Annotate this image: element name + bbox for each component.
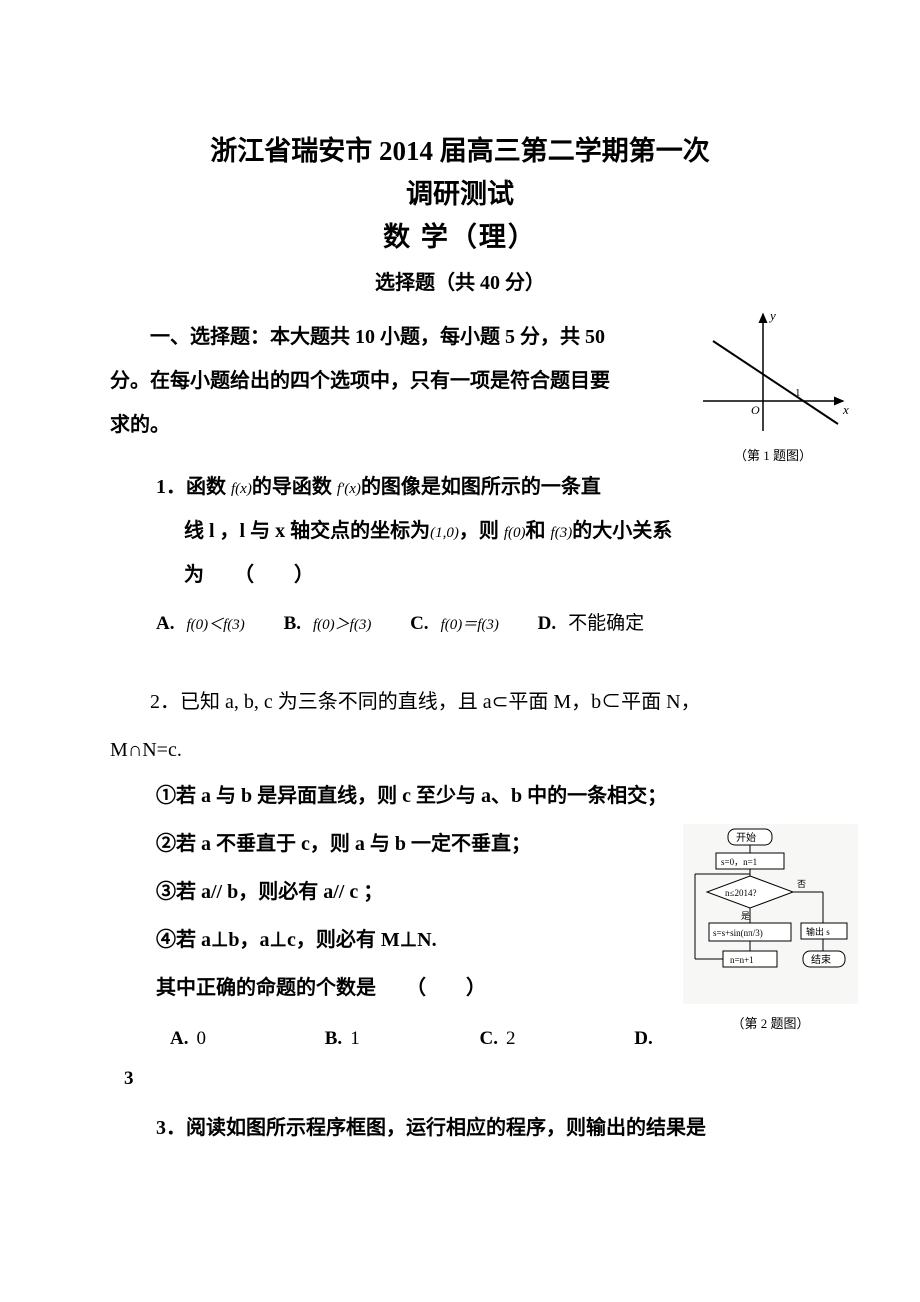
flow-no: 否 [797, 879, 806, 889]
q1-coord: (1,0) [430, 525, 459, 541]
q2-text1: 已知 a, b, c 为三条不同的直线，且 a⊂平面 M，b⊂平面 N， [180, 691, 701, 713]
flow-calc: s=s+sin(nπ/3) [713, 928, 763, 938]
q1-number: 1． [156, 476, 186, 498]
q2-opt-a-label: A. [170, 1028, 188, 1049]
figure2-svg: 开始 s=0，n=1 n≤2014? 是 s=s+sin(nπ/3) n=n+1… [683, 824, 858, 1004]
intro-line2: 分。在每小题给出的四个选项中，只有一项是符合题目要 [110, 359, 610, 403]
q1-opt-c: f(0)＝f(3) [441, 617, 499, 633]
q1-opt-d-label: D. [538, 613, 556, 634]
title-line2: 调研测试 [110, 173, 810, 216]
figure-2: 开始 s=0，n=1 n≤2014? 是 s=s+sin(nπ/3) n=n+1… [683, 824, 858, 1032]
q1-text-c: 的图像是如图所示的一条直 [361, 476, 601, 498]
q1-line2a: 线 l ，l 与 x 轴交点的坐标为 [156, 520, 430, 542]
q2-opt-b-label: B. [325, 1028, 342, 1049]
q1-text-b: 的导函数 [252, 476, 332, 498]
flow-start: 开始 [736, 831, 756, 844]
q2-opt-d-label: D. [634, 1028, 652, 1049]
q2-text2: M∩N=c. [110, 728, 810, 772]
subtitle: 选择题（共 40 分） [110, 266, 810, 295]
origin-label: O [751, 403, 760, 417]
q1-fx: f(x) [231, 481, 252, 497]
q1-line2d: 的大小关系 [572, 520, 672, 542]
question-2: 2．已知 a, b, c 为三条不同的直线，且 a⊂平面 M，b⊂平面 N， M… [110, 680, 810, 772]
q1-line2c: 和 [526, 520, 546, 542]
q1-opt-d: 不能确定 [568, 613, 644, 634]
flow-inc: n=n+1 [730, 955, 754, 965]
q2-stmt1: ①若 a 与 b 是异面直线，则 c 至少与 a、b 中的一条相交； [110, 772, 810, 820]
q1-options: A. f(0)＜f(3) B. f(0)＞f(3) C. f(0)＝f(3) D. 不能… [110, 603, 810, 645]
q1-opt-a: f(0)＜f(3) [186, 617, 244, 633]
q2-opt-b: 1 [350, 1028, 360, 1049]
q1-line3: 为 （ ） [156, 564, 314, 586]
q1-f3: f(3) [551, 525, 573, 541]
flow-out: 输出 s [806, 926, 830, 937]
title-block: 浙江省瑞安市 2014 届高三第二学期第一次 调研测试 数 学（理） 选择题（共… [110, 130, 810, 295]
q1-line2b: ，则 [459, 520, 499, 542]
q1-f0: f(0) [504, 525, 526, 541]
q1-opt-c-label: C. [410, 613, 428, 634]
q2-opt-a: 0 [196, 1028, 206, 1049]
intro-line3: 求的。 [110, 403, 170, 447]
figure1-caption: （第 1 题图） [688, 445, 858, 464]
figure-1: x y O 1 （第 1 题图） [688, 306, 858, 464]
axis-y-label: y [768, 308, 776, 323]
q2-opt-c-label: C. [480, 1028, 498, 1049]
title-line3: 数 学（理） [110, 216, 810, 259]
flow-end: 结束 [811, 953, 831, 966]
question-1: 1．函数 f(x)的导函数 f′(x)的图像是如图所示的一条直 线 l ，l 与… [110, 465, 810, 597]
q3-number: 3． [156, 1117, 186, 1139]
q2-number: 2． [150, 691, 180, 713]
question-3: 3．阅读如图所示程序框图，运行相应的程序，则输出的结果是 [110, 1106, 810, 1150]
title-line1: 浙江省瑞安市 2014 届高三第二学期第一次 [110, 130, 810, 173]
q2-opt-c: 2 [506, 1028, 516, 1049]
q1-opt-b-label: B. [284, 613, 301, 634]
q1-opt-b: f(0)＞f(3) [313, 617, 371, 633]
q3-text: 阅读如图所示程序框图，运行相应的程序，则输出的结果是 [186, 1117, 706, 1139]
tick-1: 1 [795, 387, 801, 399]
flow-yes: 是 [741, 911, 750, 921]
figure2-caption: （第 2 题图） [683, 1013, 858, 1032]
flow-cond: n≤2014? [725, 888, 756, 898]
axis-x-label: x [842, 402, 849, 417]
q1-fpx: f′(x) [337, 481, 361, 497]
figure1-svg: x y O 1 [693, 306, 853, 436]
flow-init: s=0，n=1 [721, 857, 757, 867]
q2-opt-d-cont: 3 [110, 1068, 810, 1090]
q1-text-a: 函数 [186, 476, 226, 498]
intro-line1: 一、选择题：本大题共 10 小题，每小题 5 分，共 50 [150, 326, 605, 348]
q1-opt-a-label: A. [156, 613, 174, 634]
